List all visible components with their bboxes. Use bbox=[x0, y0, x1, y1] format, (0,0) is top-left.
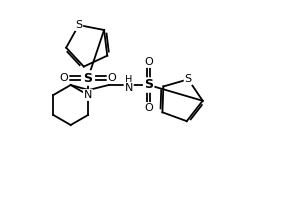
Text: S: S bbox=[75, 20, 82, 30]
Text: H: H bbox=[125, 75, 132, 85]
Text: S: S bbox=[184, 74, 192, 84]
Text: O: O bbox=[108, 73, 116, 83]
Text: N: N bbox=[84, 90, 92, 100]
Text: O: O bbox=[60, 73, 68, 83]
Text: S: S bbox=[83, 72, 92, 84]
Text: S: S bbox=[144, 78, 153, 92]
Text: O: O bbox=[144, 103, 153, 113]
Text: N: N bbox=[124, 83, 133, 93]
Text: O: O bbox=[144, 57, 153, 67]
